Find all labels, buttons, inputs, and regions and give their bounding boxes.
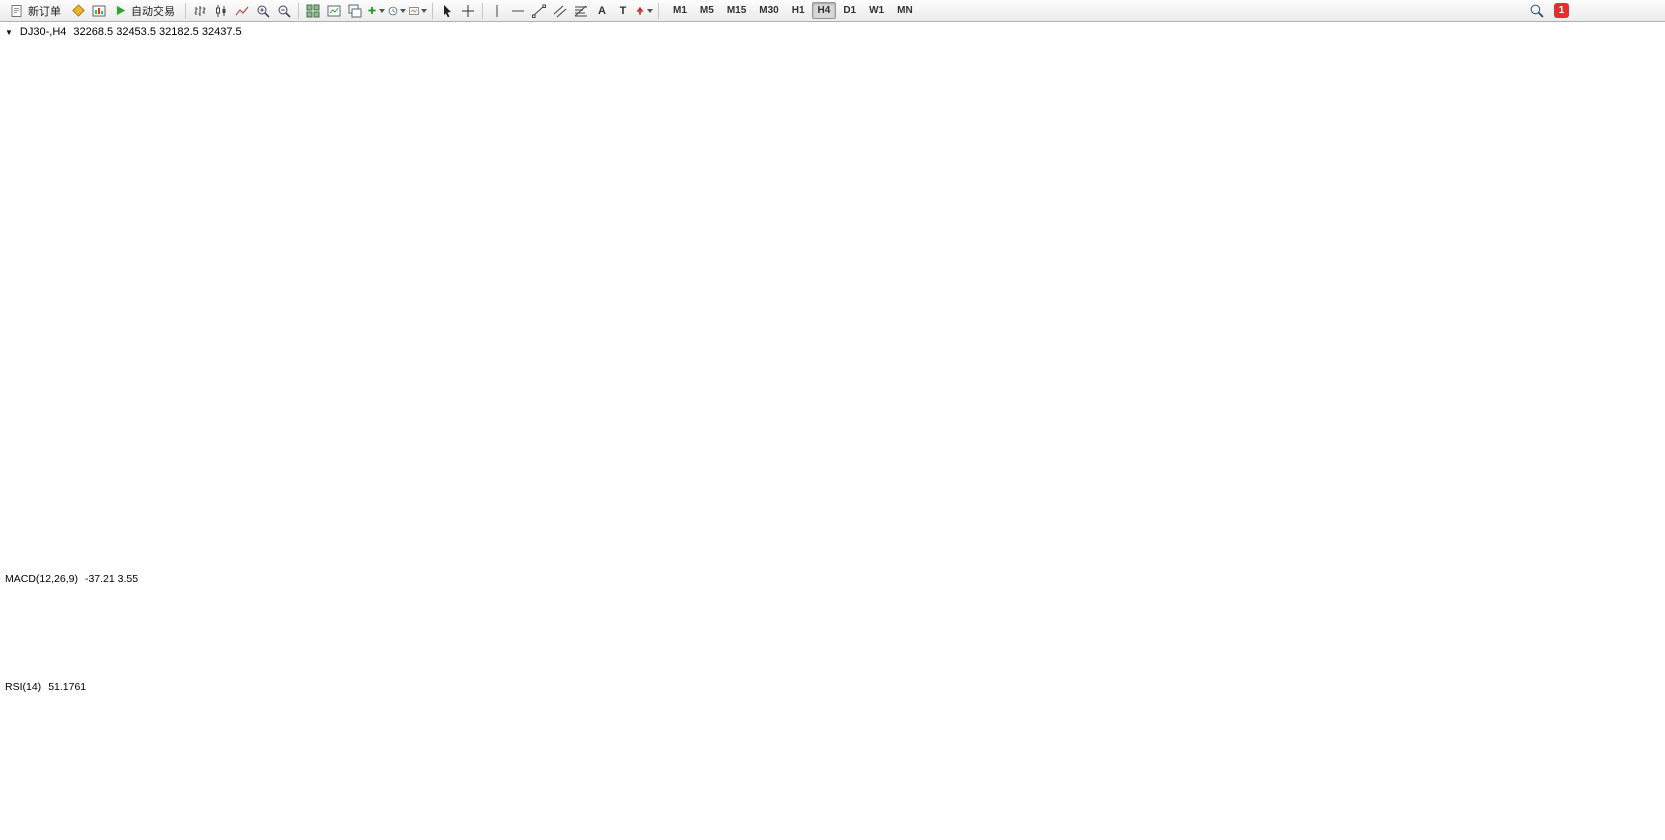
template-icon[interactable] <box>408 1 428 20</box>
notification-badge[interactable]: 1 <box>1554 3 1569 18</box>
toolbar-separator <box>298 2 299 19</box>
timeframe-m15[interactable]: M15 <box>726 5 747 16</box>
chevron-down-icon <box>647 8 653 13</box>
rsi-panel[interactable] <box>0 677 1665 770</box>
rsi-value: 51.1761 <box>48 681 87 693</box>
toolbar-separator <box>432 2 433 19</box>
symbol-title: DJ30-,H4 <box>19 26 67 38</box>
chart-window: ▼ DJ30-,H4 32268.5 32453.5 32182.5 32437… <box>0 22 1665 840</box>
label-tool-glyph: T <box>619 4 627 17</box>
macd-header: MACD(12,26,9) -37.21 3.55 <box>5 573 139 585</box>
metaeditor-icon[interactable] <box>68 1 88 20</box>
text-tool-glyph: A <box>598 4 606 17</box>
symbol-dropdown-icon[interactable]: ▼ <box>5 27 13 37</box>
ohlc-readout: 32268.5 32453.5 32182.5 32437.5 <box>73 26 242 38</box>
rsi-header: RSI(14) 51.1761 <box>5 681 87 693</box>
vline-icon[interactable] <box>487 1 507 20</box>
add-indicator-icon[interactable] <box>366 1 386 20</box>
rsi-title: RSI(14) <box>5 681 42 693</box>
chart-header: ▼ DJ30-,H4 32268.5 32453.5 32182.5 32437… <box>5 26 242 38</box>
zoom-out-icon[interactable] <box>274 1 294 20</box>
timeframe-d1[interactable]: D1 <box>843 5 857 16</box>
arrows-icon[interactable] <box>634 1 654 20</box>
search-icon[interactable] <box>1526 1 1546 20</box>
hline-icon[interactable] <box>508 1 528 20</box>
new-order-label: 新订单 <box>28 5 61 18</box>
autotrading-button[interactable]: 自动交易 <box>110 1 181 20</box>
time-axis[interactable] <box>0 770 1665 788</box>
timeframe-mn[interactable]: MN <box>897 5 913 16</box>
macd-values: -37.21 3.55 <box>84 573 139 585</box>
toolbar-right-group: 1 <box>1526 1 1569 20</box>
autotrading-play-icon <box>116 5 126 16</box>
chart-window-icon[interactable] <box>89 1 109 20</box>
toolbar-separator <box>185 2 186 19</box>
price-chart-panel[interactable] <box>0 22 1665 570</box>
fibo-icon[interactable] <box>571 1 591 20</box>
bar-chart-icon[interactable] <box>190 1 210 20</box>
cursor-icon[interactable] <box>437 1 457 20</box>
timeframe-m1[interactable]: M1 <box>673 5 687 16</box>
timeframe-m30[interactable]: M30 <box>759 5 779 16</box>
toolbar-separator <box>482 2 483 19</box>
new-order-button[interactable]: 新订单 <box>4 1 67 20</box>
crosshair-icon[interactable] <box>458 1 478 20</box>
candlestick-icon[interactable] <box>211 1 231 20</box>
zoom-in-icon[interactable] <box>253 1 273 20</box>
line-chart-icon[interactable] <box>232 1 252 20</box>
timeframe-bar: M1 M5 M15 M30 H1 H4 D1 W1 MN <box>667 2 919 19</box>
channel-icon[interactable] <box>550 1 570 20</box>
new-order-icon <box>11 4 22 17</box>
macd-title: MACD(12,26,9) <box>5 573 78 585</box>
chevron-down-icon <box>379 8 385 13</box>
indicators-icon[interactable] <box>324 1 344 20</box>
timeframe-h4[interactable]: H4 <box>811 2 837 19</box>
trendline-icon[interactable] <box>529 1 549 20</box>
macd-panel[interactable] <box>0 570 1665 677</box>
chevron-down-icon <box>400 8 406 13</box>
timeframe-w1[interactable]: W1 <box>869 5 885 16</box>
autotrading-label: 自动交易 <box>131 5 175 18</box>
chevron-down-icon <box>421 8 427 13</box>
tile-windows-icon[interactable] <box>303 1 323 20</box>
label-icon[interactable]: T <box>613 1 633 20</box>
clock-icon[interactable] <box>387 1 407 20</box>
toolbar-separator <box>658 2 659 19</box>
timeframe-h1[interactable]: H1 <box>791 5 805 16</box>
timeframe-m5[interactable]: M5 <box>699 5 714 16</box>
cascade-windows-icon[interactable] <box>345 1 365 20</box>
text-icon[interactable]: A <box>592 1 612 20</box>
toolbar: 新订单 自动交易 A T M1 <box>0 0 1665 22</box>
